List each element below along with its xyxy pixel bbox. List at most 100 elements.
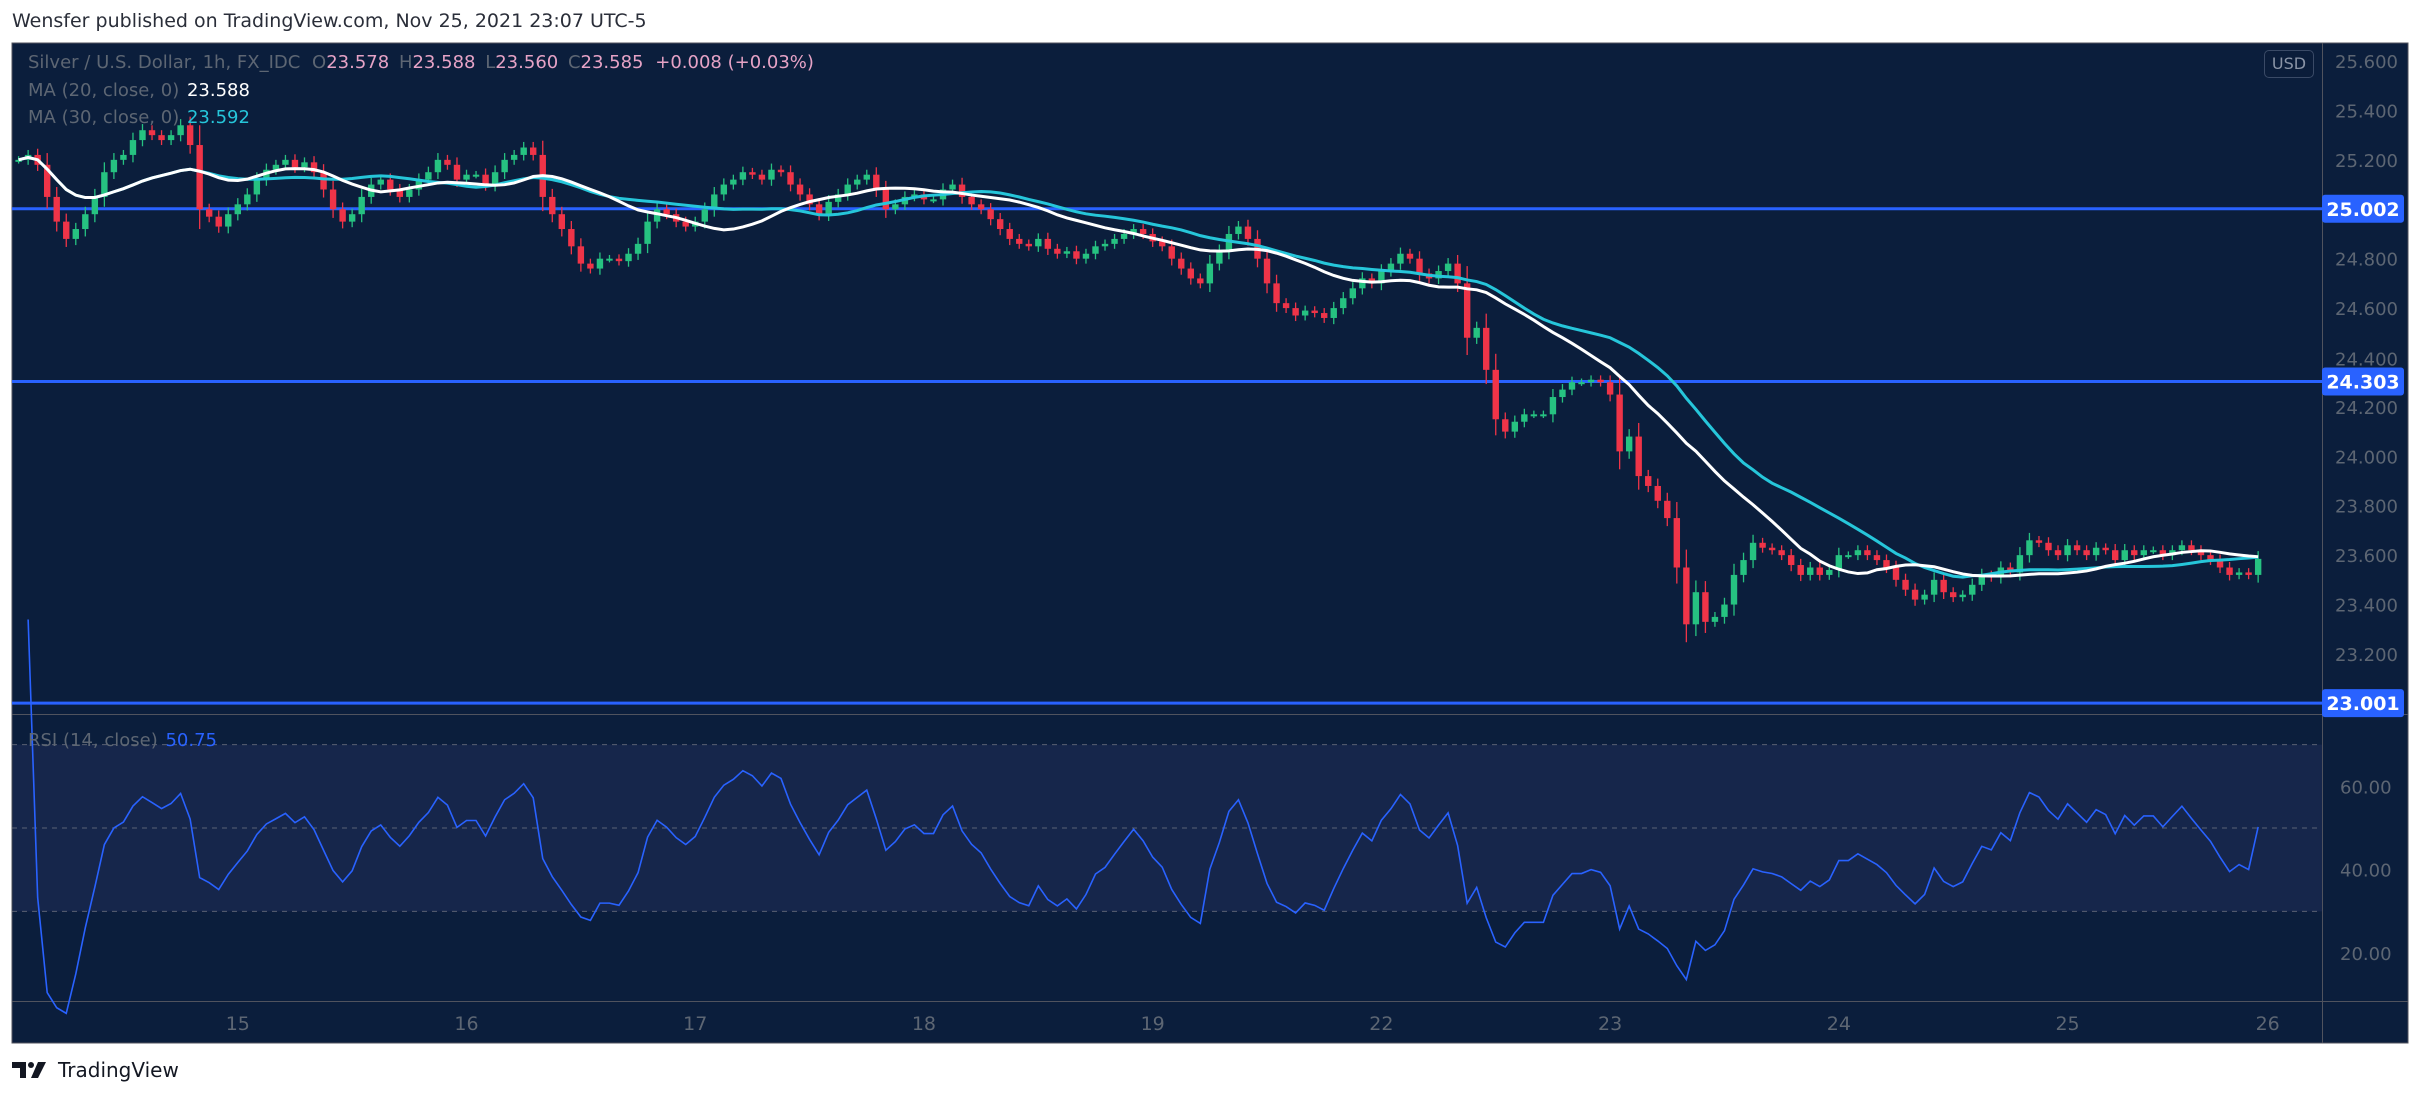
candle-down xyxy=(1892,567,1900,580)
candle-up xyxy=(520,147,527,155)
candle-down xyxy=(1321,313,1328,318)
price-tick-label: 25.200 xyxy=(2335,151,2398,172)
candle-up xyxy=(2235,572,2243,575)
candle-down xyxy=(1483,327,1490,370)
rsi-tick-label: 60.00 xyxy=(2340,777,2392,798)
level-price-label: 25.002 xyxy=(2326,199,2399,221)
candle-up xyxy=(1206,263,1214,284)
candle-up xyxy=(2254,558,2262,575)
candle-down xyxy=(749,172,756,175)
low-label: L xyxy=(485,52,496,73)
open-value: 23.578 xyxy=(326,52,390,73)
time-tick-label: 26 xyxy=(2256,1013,2280,1035)
publisher-caption: Wensfer published on TradingView.com, No… xyxy=(12,10,647,32)
candle-down xyxy=(577,246,585,264)
candle-up xyxy=(1530,414,1538,417)
candle-up xyxy=(711,194,718,210)
candle-down xyxy=(615,258,623,262)
candle-down xyxy=(291,159,299,168)
rsi-line xyxy=(27,619,2259,1015)
ma20-value: 23.588 xyxy=(186,80,250,101)
candle-up xyxy=(177,125,184,136)
time-tick-label: 23 xyxy=(1598,1013,1622,1035)
time-tick-label: 18 xyxy=(912,1013,936,1035)
candle-up xyxy=(2140,550,2147,556)
candle-up xyxy=(949,184,956,190)
candle-up xyxy=(1959,594,1966,598)
candle-up xyxy=(1378,271,1385,284)
candle-up xyxy=(854,179,861,185)
level-price-tag xyxy=(2322,194,2404,223)
rsi-value: 50.75 xyxy=(165,730,217,751)
candle-up xyxy=(1349,288,1356,299)
candle-up xyxy=(1730,574,1738,605)
candle-up xyxy=(1978,574,1985,585)
candle-up xyxy=(463,174,470,180)
currency-button[interactable]: USD xyxy=(2264,50,2314,78)
candle-down xyxy=(1168,246,1175,259)
time-tick-label: 17 xyxy=(683,1013,707,1035)
candle-down xyxy=(1187,268,1194,279)
candle-down xyxy=(663,209,670,215)
symbol-name[interactable]: Silver / U.S. Dollar, 1h, FX_IDC xyxy=(28,52,301,73)
candle-down xyxy=(977,204,985,210)
candle-down xyxy=(53,196,60,222)
rsi-legend[interactable]: RSI (14, close) 50.75 xyxy=(28,730,217,751)
candle-down xyxy=(1787,555,1795,566)
ma30-legend[interactable]: MA (30, close, 0) 23.592 xyxy=(28,107,250,128)
candle-up xyxy=(1559,389,1566,398)
candle-up xyxy=(434,159,442,173)
candle-up xyxy=(2150,550,2157,553)
ma20-legend[interactable]: MA (20, close, 0) 23.588 xyxy=(28,80,250,101)
candle-up xyxy=(129,140,137,155)
time-tick-label: 16 xyxy=(454,1013,478,1035)
candle-down xyxy=(1606,382,1614,395)
time-tick-label: 25 xyxy=(2055,1013,2079,1035)
candle-up xyxy=(1854,550,1862,556)
candle-down xyxy=(1864,550,1871,556)
candle-down xyxy=(215,216,222,227)
candle-down xyxy=(1139,229,1147,234)
candle-down xyxy=(2035,540,2043,543)
candle-up xyxy=(120,154,127,160)
candle-up xyxy=(1521,414,1528,422)
candle-down xyxy=(2054,550,2062,556)
candle-up xyxy=(2178,545,2186,551)
candle-down xyxy=(1044,238,1052,249)
rsi-band xyxy=(13,744,2322,912)
time-tick-label: 22 xyxy=(1369,1013,1393,1035)
candle-up xyxy=(1330,308,1337,318)
candle-down xyxy=(1635,436,1642,477)
candle-up xyxy=(1130,229,1137,234)
candle-down xyxy=(2045,542,2052,551)
candle-down xyxy=(1454,263,1461,284)
candle-down xyxy=(2245,572,2252,575)
price-tick-label: 25.600 xyxy=(2335,52,2398,73)
candle-down xyxy=(1759,542,1766,548)
candle-down xyxy=(1902,579,1909,590)
candle-up xyxy=(1120,233,1128,239)
candle-up xyxy=(1101,243,1109,247)
tradingview-logo[interactable]: TradingView xyxy=(12,1058,179,1082)
candle-down xyxy=(1673,518,1681,568)
candle-down xyxy=(758,174,766,180)
candle-down xyxy=(2159,550,2167,556)
candle-up xyxy=(720,184,728,195)
ma20-label: MA (20, close, 0) xyxy=(28,80,180,101)
candle-down xyxy=(158,135,165,141)
high-label: H xyxy=(398,52,413,73)
candle-down xyxy=(1416,258,1423,274)
candle-down xyxy=(787,172,794,185)
candle-up xyxy=(1359,278,1366,289)
level-price-tag xyxy=(2322,689,2404,718)
time-tick-label: 19 xyxy=(1141,1013,1165,1035)
candle-down xyxy=(1683,567,1690,625)
candle-down xyxy=(196,145,203,210)
candle-up xyxy=(768,169,775,180)
candle-down xyxy=(206,209,213,217)
candle-down xyxy=(987,209,994,220)
candle-up xyxy=(82,214,89,230)
candle-up xyxy=(225,214,232,227)
candle-down xyxy=(1911,589,1919,600)
